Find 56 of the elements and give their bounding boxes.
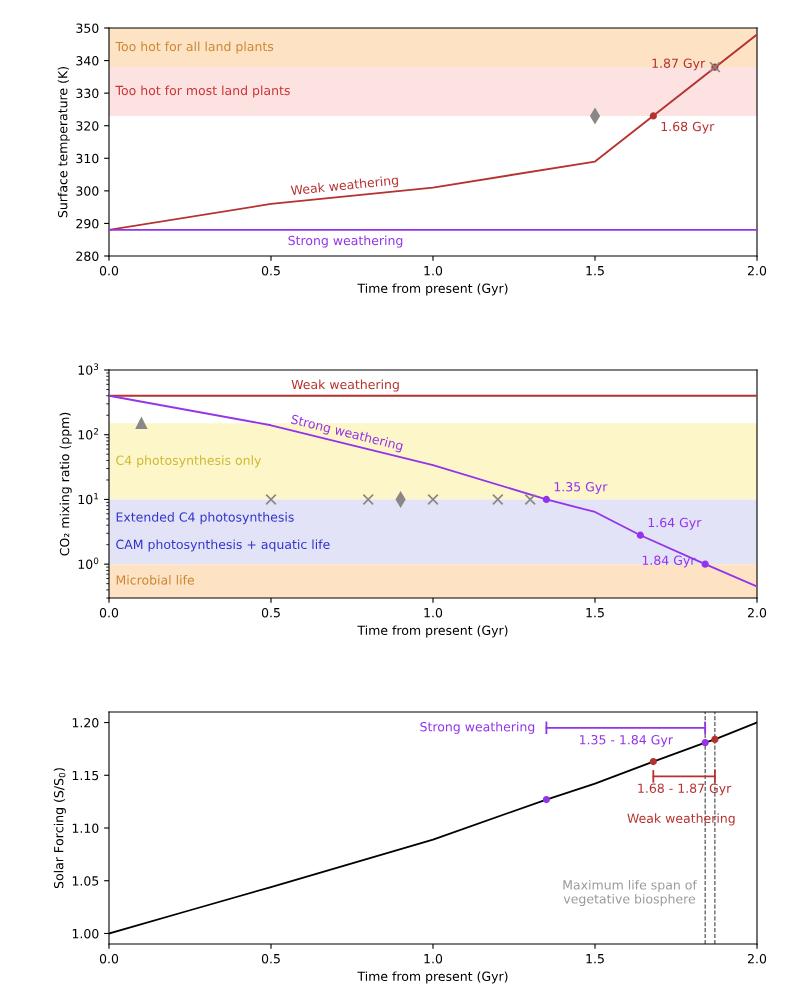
x-axis-title: Time from present (Gyr)	[357, 971, 508, 984]
annotation: 1.87 Gyr	[652, 58, 706, 71]
annotation: 1.68 Gyr	[661, 121, 715, 134]
band-label: Too hot for most land plants	[115, 85, 290, 98]
x-tick-label: 1.0	[424, 607, 443, 618]
y-tick-label: 350	[76, 23, 99, 33]
x-tick-label: 2.0	[747, 953, 767, 964]
y-tick-label: 330	[76, 88, 99, 99]
x-tick-label: 1.0	[424, 265, 443, 276]
y-tick-label: 1.10	[72, 823, 99, 833]
annotation: 1.35 Gyr	[554, 482, 608, 494]
y-tick-label: 300	[76, 186, 99, 196]
x-tick-label: 0.0	[99, 265, 119, 276]
x-tick-label: 2.0	[747, 265, 767, 276]
y-axis-title: Solar Forcing (S/S$_{0}$)	[53, 768, 66, 889]
y-axis-title: Surface temperature (K)	[57, 67, 70, 218]
x-tick-label: 0.0	[99, 607, 119, 618]
y-tick-label: 10$^{2}$	[78, 428, 98, 440]
x-tick-label: 1.0	[424, 953, 443, 964]
y-tick-label: 10$^{0}$	[78, 557, 99, 569]
y-tick-label: 1.20	[72, 718, 99, 728]
annotation: Maximum life span of vegetative biosphere	[563, 879, 698, 907]
x-tick-label: 0.5	[261, 953, 280, 964]
text: Weak weathering	[290, 174, 399, 198]
x-tick-label: 1.5	[586, 266, 604, 276]
x-tick-label: 2.0	[747, 607, 767, 618]
annotation: 1.68 - 1.87 Gyr	[638, 783, 732, 796]
y-tick-label: 10$^{1}$	[78, 492, 99, 505]
y-tick-label: 280	[76, 251, 99, 261]
x-tick-label: 1.5	[586, 608, 604, 618]
text: Weak weathering	[627, 813, 735, 826]
annotation: 1.84 Gyr	[642, 555, 696, 568]
y-tick-label: 310	[76, 153, 99, 164]
band-label: C4 photosynthesis only	[116, 455, 262, 468]
y-tick-label: 10$^{3}$	[78, 363, 99, 375]
x-tick-label: 0.5	[261, 607, 280, 618]
y-tick-label: 1.05	[72, 876, 99, 886]
y-tick-label: 290	[76, 218, 99, 229]
x-tick-label: 1.5	[586, 954, 604, 964]
y-tick-label: 340	[76, 56, 99, 66]
annotation: 1.64 Gyr	[648, 517, 702, 530]
text: Extended C4 photosynthesis CAM photosynthesis + aquatic life	[116, 512, 330, 552]
legend-label: Strong weathering	[420, 721, 535, 734]
x-tick-label: 0.0	[99, 953, 119, 964]
y-tick-label: 320	[76, 121, 99, 131]
annotation: 1.35 - 1.84 Gyr	[580, 734, 673, 747]
band-label: Microbial life	[116, 575, 194, 585]
x-axis-title: Time from present (Gyr)	[357, 283, 508, 296]
y-axis-title: CO₂ mixing ratio (ppm)	[59, 412, 72, 556]
series-label: Weak weathering	[291, 379, 399, 392]
x-axis-title: Time from present (Gyr)	[357, 625, 508, 638]
y-tick-label: 1.15	[72, 770, 99, 781]
series-label: Strong weathering	[288, 235, 403, 248]
x-tick-label: 0.5	[261, 265, 280, 276]
y-tick-label: 1.00	[72, 928, 99, 939]
band-label: Too hot for all land plants	[115, 41, 274, 54]
